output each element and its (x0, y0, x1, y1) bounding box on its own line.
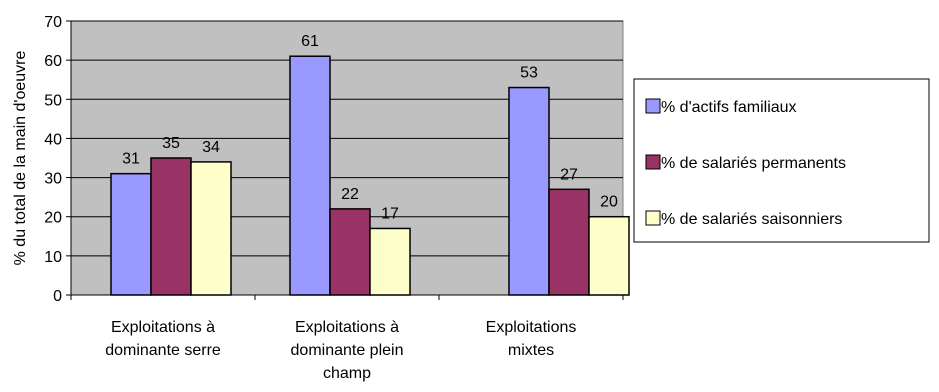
y-tick-label: 10 (44, 249, 62, 266)
category-label-line: Exploitations (486, 319, 577, 336)
category-label: Exploitations mixtes (486, 319, 577, 359)
y-tick-label: 0 (53, 288, 62, 305)
data-labels: 31 61 53 35 22 27 34 17 20 (122, 33, 618, 222)
legend-swatch (645, 154, 661, 170)
y-tick-label: 60 (44, 53, 62, 70)
legend-swatch (645, 210, 661, 226)
category-label: Exploitations à dominante serre (105, 319, 221, 359)
axes: 0 10 20 30 40 50 60 70 Exploitations à dominante … (44, 14, 624, 382)
legend-box (633, 78, 930, 243)
bar (329, 208, 371, 296)
bar (369, 227, 411, 296)
y-tick-label: 20 (44, 210, 62, 227)
data-label: 35 (162, 135, 180, 152)
y-tick-label: 40 (44, 131, 62, 148)
category-label-line: dominante plein (291, 342, 404, 359)
data-label: 31 (122, 151, 140, 168)
y-tick-label: 70 (44, 14, 62, 31)
data-label: 17 (381, 205, 399, 222)
bar (110, 172, 152, 296)
category-label-line: Exploitations à (111, 319, 215, 336)
data-label: 22 (341, 186, 359, 203)
bar (190, 161, 232, 296)
bar (289, 55, 331, 296)
category-label-line: champ (323, 365, 371, 382)
bars (110, 55, 630, 296)
y-tick-label: 30 (44, 171, 62, 188)
bar (548, 188, 590, 296)
legend-label: % de salariés saisonniers (661, 211, 842, 228)
bar (508, 86, 550, 296)
category-label-line: Exploitations à (295, 319, 399, 336)
data-label: 53 (520, 65, 538, 82)
legend-label: % d'actifs familiaux (661, 99, 797, 116)
data-label: 34 (202, 139, 220, 156)
category-label-line: mixtes (508, 342, 554, 359)
data-label: 61 (301, 33, 319, 50)
bar (588, 215, 630, 296)
category-label-line: dominante serre (105, 342, 221, 359)
legend: % d'actifs familiaux % de salariés perman… (633, 78, 930, 243)
legend-label: % de salariés permanents (661, 155, 846, 172)
y-axis-title: % du total de la main d'oeuvre (12, 51, 29, 266)
data-label: 27 (560, 166, 578, 183)
legend-swatch (645, 98, 661, 114)
y-tick-label: 50 (44, 92, 62, 109)
data-label: 20 (600, 194, 618, 211)
bar (150, 157, 192, 296)
category-label: Exploitations à dominante plein champ (291, 319, 404, 382)
